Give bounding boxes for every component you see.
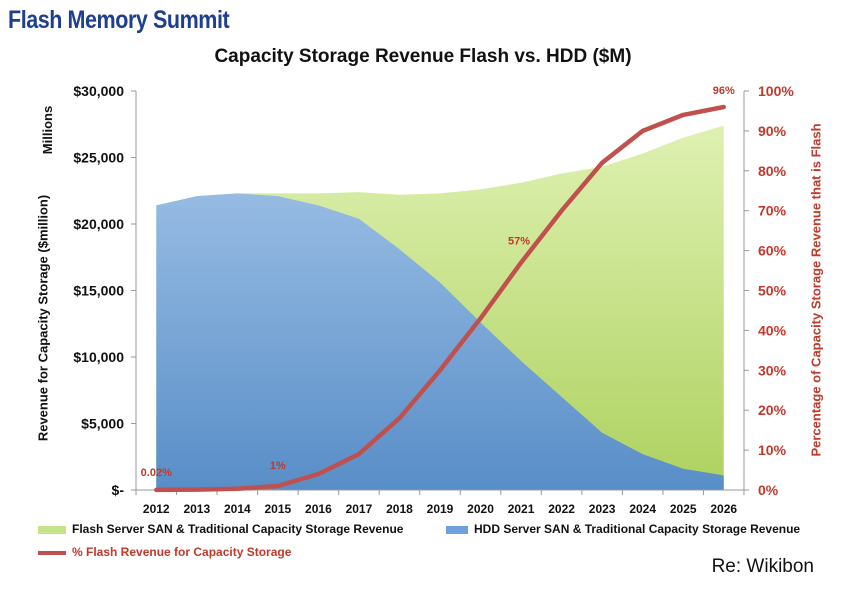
- x-tick-label: 2020: [467, 502, 494, 516]
- y-tick-label-right: 30%: [758, 362, 787, 378]
- y-tick-label-left: $15,000: [73, 283, 124, 299]
- y-tick-label-right: 20%: [758, 402, 787, 418]
- y-tick-label-right: 60%: [758, 243, 787, 259]
- x-tick-label: 2021: [508, 502, 535, 516]
- logo-text: Flash Memory Summit: [8, 6, 230, 34]
- y-tick-label-left: $5,000: [81, 416, 124, 432]
- y-tick-label-right: 0%: [758, 482, 779, 498]
- legend-item-flash: Flash Server SAN & Traditional Capacity …: [38, 522, 403, 536]
- data-label: 1%: [270, 460, 286, 472]
- x-tick-label: 2013: [183, 502, 210, 516]
- x-tick-label: 2015: [265, 502, 292, 516]
- y-tick-label-right: 70%: [758, 203, 787, 219]
- logo: Flash Memory Summit: [8, 6, 230, 35]
- y-tick-label-right: 50%: [758, 283, 787, 299]
- x-tick-label: 2016: [305, 502, 332, 516]
- y-tick-label-left: $30,000: [73, 83, 124, 99]
- x-tick-label: 2026: [710, 502, 737, 516]
- legend-item-hdd: HDD Server SAN & Traditional Capacity St…: [446, 522, 800, 536]
- x-tick-label: 2019: [427, 502, 454, 516]
- x-tick-label: 2022: [548, 502, 575, 516]
- x-tick-label: 2012: [143, 502, 170, 516]
- source-credit: Re: Wikibon: [711, 556, 814, 577]
- legend-label-percent-flash: % Flash Revenue for Capacity Storage: [72, 545, 292, 559]
- x-tick-label: 2017: [346, 502, 373, 516]
- y-tick-label-left: $-: [112, 482, 125, 498]
- y-tick-label-right: 10%: [758, 442, 787, 458]
- y-tick-label-right: 100%: [758, 83, 794, 99]
- percent-flash-line: [154, 104, 726, 493]
- legend-label-hdd: HDD Server SAN & Traditional Capacity St…: [474, 522, 801, 536]
- y-tick-label-left: $20,000: [73, 216, 124, 232]
- legend-item-percent-flash: % Flash Revenue for Capacity Storage: [38, 545, 291, 559]
- x-tick-label: 2018: [386, 502, 413, 516]
- y-tick-label-left: $10,000: [73, 349, 124, 365]
- y-tick-label-right: 80%: [758, 163, 787, 179]
- data-label: 0.02%: [141, 467, 172, 479]
- y-tick-label-left: $25,000: [73, 150, 124, 166]
- x-tick-label: 2025: [670, 502, 697, 516]
- legend-label-flash: Flash Server SAN & Traditional Capacity …: [72, 522, 404, 536]
- legend-swatch-hdd: [446, 525, 468, 534]
- x-tick-label: 2023: [589, 502, 616, 516]
- data-label: 96%: [713, 85, 735, 97]
- y-tick-label-right: 40%: [758, 322, 787, 338]
- x-tick-label: 2014: [224, 502, 251, 516]
- legend-swatch-percent-flash: [38, 550, 66, 555]
- x-tick-label: 2024: [629, 502, 656, 516]
- y-tick-label-right: 90%: [758, 123, 787, 139]
- data-label: 57%: [508, 236, 530, 248]
- hdd-revenue-area: [156, 193, 724, 490]
- legend-swatch-flash: [38, 525, 66, 534]
- chart-title: Capacity Storage Revenue Flash vs. HDD (…: [214, 46, 632, 67]
